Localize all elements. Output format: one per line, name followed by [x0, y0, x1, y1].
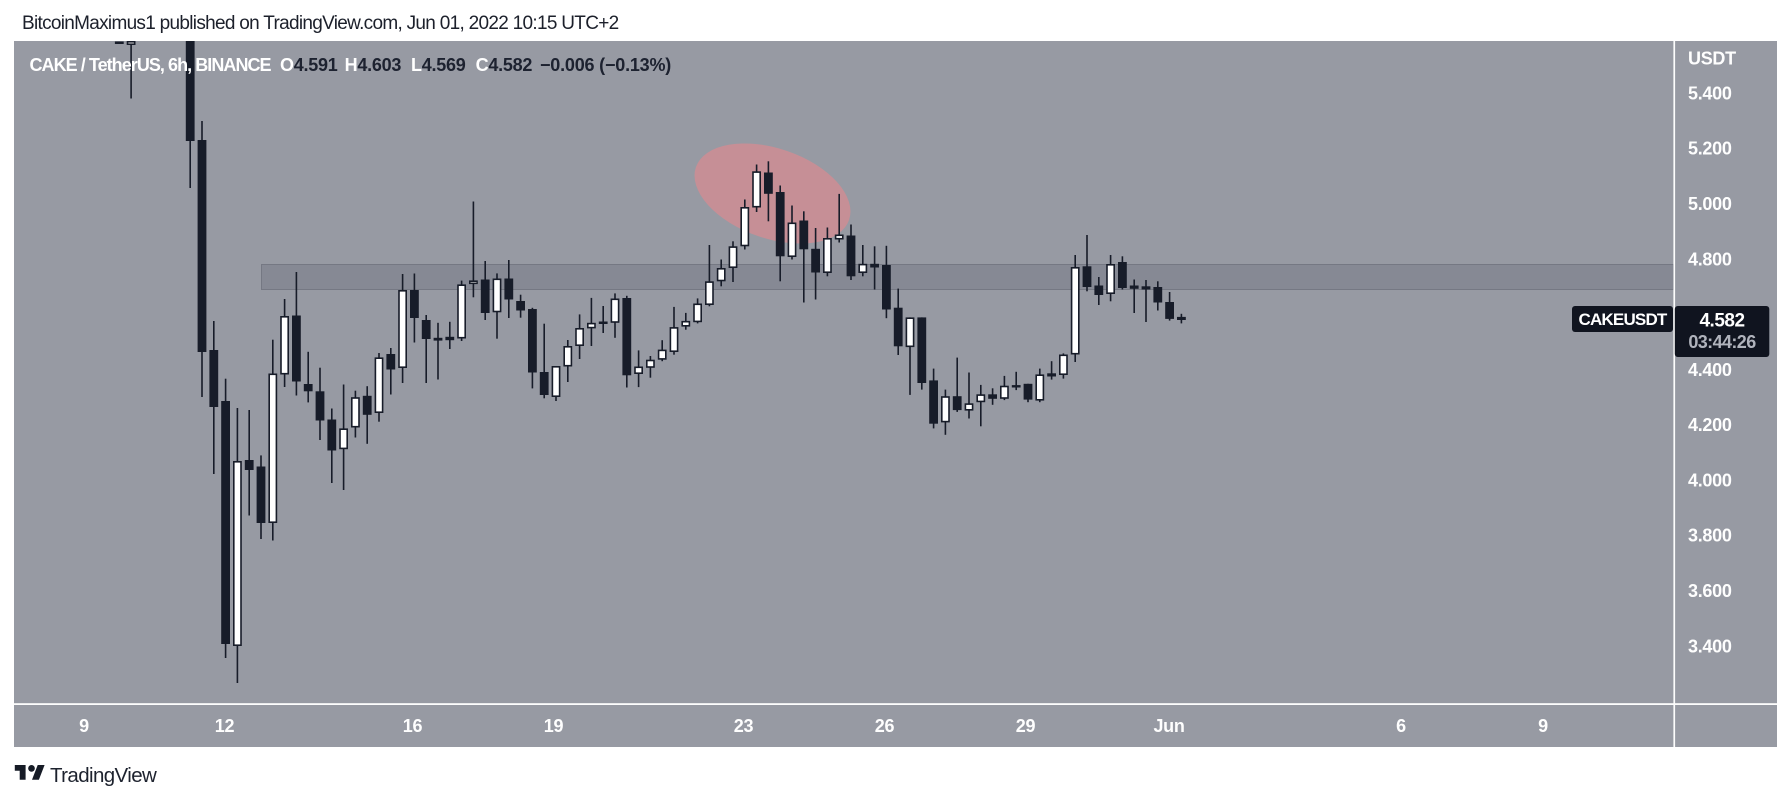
svg-text:4.800: 4.800: [1688, 249, 1732, 269]
svg-text:23: 23: [734, 716, 754, 736]
svg-text:USDT: USDT: [1688, 49, 1736, 69]
svg-text:5.000: 5.000: [1688, 194, 1732, 214]
svg-text:C4.582: C4.582: [476, 55, 533, 75]
svg-text:L4.569: L4.569: [411, 55, 466, 75]
svg-text:29: 29: [1016, 716, 1036, 736]
svg-text:CAKEUSDT: CAKEUSDT: [1578, 310, 1667, 329]
svg-text:9: 9: [79, 716, 89, 736]
svg-text:BitcoinMaximus1 published on T: BitcoinMaximus1 published on TradingView…: [22, 13, 619, 34]
svg-text:Jun: Jun: [1153, 716, 1184, 736]
svg-text:3.600: 3.600: [1688, 581, 1732, 601]
svg-text:9: 9: [1538, 716, 1548, 736]
svg-text:4.582: 4.582: [1699, 311, 1744, 332]
svg-text:6: 6: [1396, 716, 1406, 736]
svg-text:03:44:26: 03:44:26: [1688, 332, 1756, 352]
svg-text:TradingView: TradingView: [50, 764, 157, 787]
svg-text:O4.591: O4.591: [280, 55, 338, 75]
svg-text:19: 19: [544, 716, 564, 736]
svg-text:4.000: 4.000: [1688, 470, 1732, 490]
svg-text:4.400: 4.400: [1688, 360, 1732, 380]
svg-text:3.400: 3.400: [1688, 636, 1732, 656]
svg-text:12: 12: [215, 716, 235, 736]
svg-text:−0.006 (−0.13%): −0.006 (−0.13%): [540, 55, 671, 75]
svg-text:CAKE / TetherUS, 6h, BINANCE: CAKE / TetherUS, 6h, BINANCE: [30, 55, 272, 75]
svg-text:3.800: 3.800: [1688, 526, 1732, 546]
svg-text:5.200: 5.200: [1688, 139, 1732, 159]
svg-text:16: 16: [403, 716, 423, 736]
svg-text:H4.603: H4.603: [345, 55, 402, 75]
svg-text:4.200: 4.200: [1688, 415, 1732, 435]
svg-text:26: 26: [875, 716, 895, 736]
svg-text:5.400: 5.400: [1688, 83, 1732, 103]
